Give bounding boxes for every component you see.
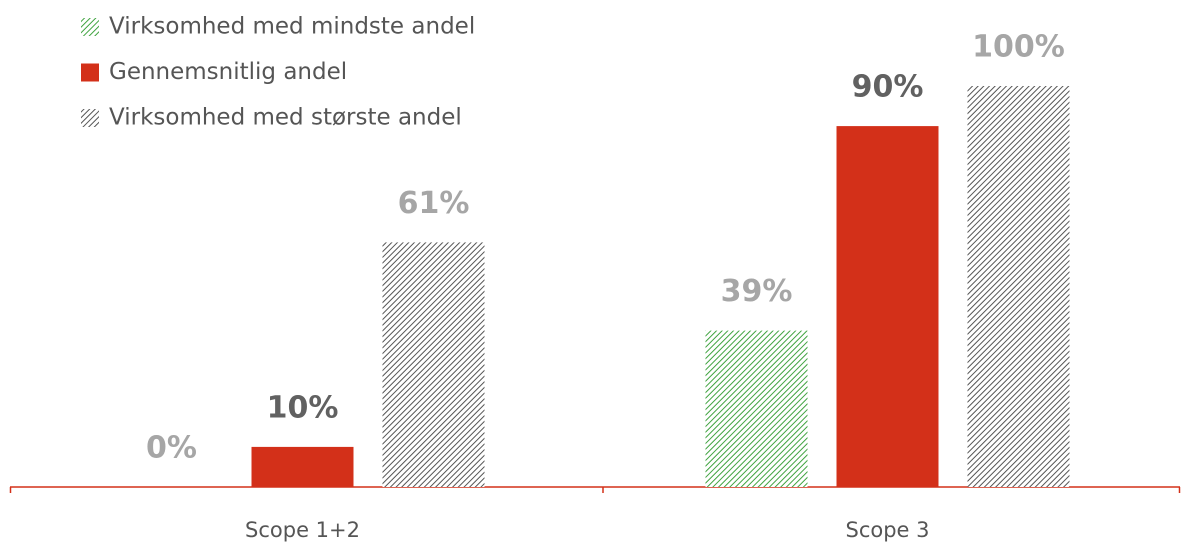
legend-swatch [81, 109, 99, 127]
legend-label: Gennemsnitlig andel [109, 59, 347, 85]
bar [967, 86, 1070, 487]
data-label: 100% [972, 30, 1065, 65]
x-tick-label: Scope 1+2 [245, 518, 360, 542]
legend-label: Virksomhed med største andel [109, 105, 462, 131]
legend-swatch [81, 18, 99, 36]
legend-label: Virksomhed med mindste andel [109, 14, 475, 40]
data-label: 0% [146, 431, 197, 466]
data-label: 90% [852, 70, 924, 105]
data-label: 10% [267, 390, 339, 425]
bar [705, 330, 808, 487]
x-tick-label: Scope 3 [845, 518, 929, 542]
legend-swatch [81, 63, 99, 82]
bar [836, 126, 939, 487]
bar [382, 242, 485, 487]
data-label: 39% [721, 274, 793, 309]
bar [251, 446, 354, 487]
data-label: 61% [398, 186, 470, 221]
